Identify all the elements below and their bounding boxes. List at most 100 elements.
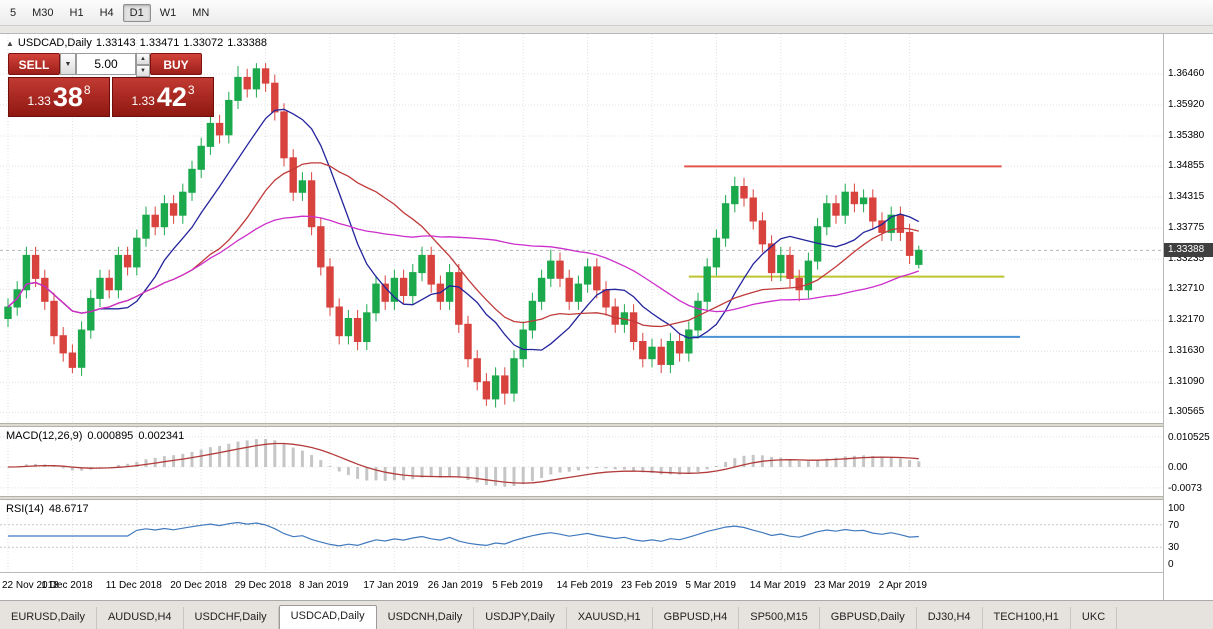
timeframe-button-m30[interactable]: M30 xyxy=(32,6,54,19)
timeframe-button-d1[interactable]: D1 xyxy=(122,3,151,22)
price-tick-label: 1.31630 xyxy=(1168,345,1205,357)
price-tick-label: 1.34855 xyxy=(1168,160,1205,172)
time-tick-label: 2 Apr 2019 xyxy=(878,580,927,591)
timeframe-button-w1[interactable]: W1 xyxy=(159,6,177,19)
ask-price-big: 42 xyxy=(156,82,187,112)
volume-increase-button[interactable]: ▲ xyxy=(136,53,150,65)
time-tick-label: 5 Feb 2019 xyxy=(492,580,543,591)
panel-splitter[interactable] xyxy=(0,423,1213,427)
price-tick-label: 1.32170 xyxy=(1168,314,1205,326)
time-tick-label: 22 Nov 2018 xyxy=(2,580,59,591)
chart-tab-usdcad-daily[interactable]: USDCAD,Daily xyxy=(278,605,377,629)
moving-average-line xyxy=(7,108,920,351)
price-tick-label: 1.32710 xyxy=(1168,283,1205,295)
chart-ohlc-label: ▲ USDCAD,Daily 1.33143 1.33471 1.33072 1.3338… xyxy=(6,37,271,49)
rsi-name: RSI(14) xyxy=(6,503,44,515)
price-tick-label: 1.33775 xyxy=(1168,222,1205,234)
macd-tick-label: -0.0073 xyxy=(1168,482,1202,494)
macd-value-main: 0.000895 xyxy=(87,430,134,442)
macd-panel-canvas[interactable] xyxy=(0,427,1163,496)
rsi-tick-label: 100 xyxy=(1168,503,1185,514)
macd-tick-label: 0.00 xyxy=(1168,462,1188,473)
rsi-indicator-label: RSI(14) 48.6717 xyxy=(6,503,94,515)
price-tick-label: 1.35380 xyxy=(1168,129,1205,141)
symbol-timeframe-label: USDCAD,Daily xyxy=(17,37,92,49)
chart-tab-gbpusd-daily[interactable]: GBPUSD,Daily xyxy=(820,607,917,629)
ohlc-close: 1.33388 xyxy=(227,37,267,49)
price-tick-label: 1.34315 xyxy=(1168,191,1205,203)
chart-tab-tech100-h1[interactable]: TECH100,H1 xyxy=(983,607,1071,629)
timeframe-button-5[interactable]: 5 xyxy=(10,6,17,19)
chart-tab-eurusd-daily[interactable]: EURUSD,Daily xyxy=(0,607,97,629)
time-tick-label: 23 Mar 2019 xyxy=(814,580,871,591)
bid-price-pip: 8 xyxy=(83,83,91,97)
timeframe-button-mn[interactable]: MN xyxy=(192,6,210,19)
macd-value-signal: 0.002341 xyxy=(138,430,185,442)
chart-tab-gbpusd-h4[interactable]: GBPUSD,H4 xyxy=(653,607,740,629)
time-tick-label: 8 Jan 2019 xyxy=(299,580,349,591)
chart-tab-bar: EURUSD,Daily AUDUSD,H4 USDCHF,Daily USDCAD,… xyxy=(0,600,1213,629)
time-axis[interactable]: 22 Nov 2018 1 Dec 2018 11 Dec 2018 20 Dec 2… xyxy=(0,572,1163,600)
time-tick-label: 29 Dec 2018 xyxy=(234,580,292,591)
panel-splitter[interactable] xyxy=(0,496,1213,500)
chart-tab-dj30-h4[interactable]: DJ30,H4 xyxy=(917,607,983,629)
chart-tab-ukc[interactable]: UKC xyxy=(1071,607,1118,629)
moving-average-line xyxy=(7,215,920,314)
rsi-line xyxy=(8,521,919,547)
rsi-value: 48.6717 xyxy=(48,503,89,515)
timeframe-button-h1[interactable]: H1 xyxy=(69,6,84,19)
price-tick-label: 1.33235 xyxy=(1168,253,1205,265)
moving-average-line xyxy=(7,162,919,328)
sell-button[interactable]: SELL xyxy=(8,53,60,75)
time-tick-label: 14 Mar 2019 xyxy=(749,580,806,591)
price-tick-label: 1.30565 xyxy=(1168,406,1205,418)
price-tick-label: 1.31090 xyxy=(1168,376,1205,388)
one-click-collapse-icon[interactable]: ▲ xyxy=(6,39,14,48)
bid-price-prefix: 1.33 xyxy=(27,94,51,108)
bid-price-big: 38 xyxy=(52,82,83,112)
rsi-tick-label: 70 xyxy=(1168,519,1180,531)
time-tick-label: 23 Feb 2019 xyxy=(621,580,678,591)
chart-tab-usdjpy-daily[interactable]: USDJPY,Daily xyxy=(474,607,567,629)
rsi-tick-label: 30 xyxy=(1168,542,1180,554)
time-tick-label: 20 Dec 2018 xyxy=(170,580,227,591)
one-click-trading-widget: SELL ▼ 5.00 ▲ ▼ BUY 1.33 38 8 1.33 42 3 xyxy=(8,53,218,117)
time-tick-label: 26 Jan 2019 xyxy=(427,580,483,591)
candles-group xyxy=(4,63,923,408)
ohlc-low: 1.33072 xyxy=(183,37,224,49)
chart-tab-audusd-h4[interactable]: AUDUSD,H4 xyxy=(97,607,184,629)
timeframe-button-h4[interactable]: H4 xyxy=(99,6,114,19)
rsi-panel-canvas[interactable] xyxy=(0,500,1163,572)
timeframe-toolbar: 5 M30 H1 H4 D1 W1 MN xyxy=(0,0,1213,26)
time-tick-label: 17 Jan 2019 xyxy=(363,580,419,591)
price-tick-label: 1.35920 xyxy=(1168,98,1205,110)
ohlc-high: 1.33471 xyxy=(139,37,180,49)
price-tick-label: 1.36460 xyxy=(1168,68,1205,79)
macd-tick-label: 0.010525 xyxy=(1168,431,1210,443)
main-chart-canvas[interactable] xyxy=(0,33,1163,424)
buy-price-panel[interactable]: 1.33 42 3 xyxy=(112,77,214,117)
macd-indicator-label: MACD(12,26,9) 0.000895 0.002341 xyxy=(6,430,189,442)
chart-tab-usdchf-daily[interactable]: USDCHF,Daily xyxy=(184,607,279,629)
time-tick-label: 14 Feb 2019 xyxy=(556,580,613,591)
time-tick-label: 1 Dec 2018 xyxy=(41,580,93,591)
price-scale[interactable]: 1.36460 1.35920 1.35380 1.34855 1.34315 1.337… xyxy=(1163,33,1213,600)
macd-name: MACD(12,26,9) xyxy=(6,430,83,442)
sell-price-panel[interactable]: 1.33 38 8 xyxy=(8,77,110,117)
ask-price-prefix: 1.33 xyxy=(131,94,155,108)
macd-signal-line xyxy=(7,442,919,484)
ohlc-open: 1.33143 xyxy=(95,37,136,49)
rsi-tick-label: 0 xyxy=(1168,559,1174,570)
chart-tab-usdcnh-daily[interactable]: USDCNH,Daily xyxy=(377,607,475,629)
time-tick-label: 5 Mar 2019 xyxy=(685,580,736,591)
chart-tab-xauusd-h1[interactable]: XAUUSD,H1 xyxy=(567,607,653,629)
chevron-down-icon: ▼ xyxy=(64,61,72,68)
volume-dropdown-button[interactable]: ▼ xyxy=(60,53,76,75)
ask-price-pip: 3 xyxy=(187,83,195,97)
buy-button[interactable]: BUY xyxy=(150,53,202,75)
volume-decrease-button[interactable]: ▼ xyxy=(136,65,150,77)
chart-tab-sp500-m15[interactable]: SP500,M15 xyxy=(739,607,820,629)
volume-input[interactable]: 5.00 xyxy=(76,53,136,75)
time-tick-label: 11 Dec 2018 xyxy=(105,580,162,591)
